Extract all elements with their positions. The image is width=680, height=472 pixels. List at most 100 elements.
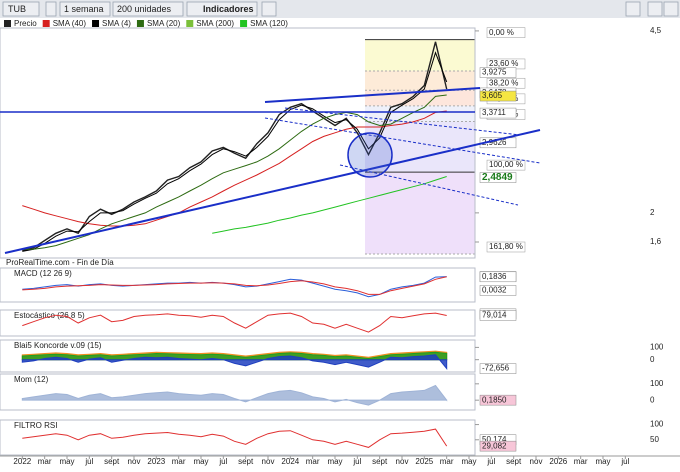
series-line — [22, 41, 448, 252]
period-box[interactable] — [59, 1, 111, 17]
price-tag: 3,9275 — [482, 68, 507, 77]
y-tick-label: 100 — [650, 342, 664, 351]
series-area — [21, 351, 448, 361]
fib-label-box — [486, 159, 526, 171]
panel-frame — [0, 419, 476, 456]
y-tick-label: 0 — [650, 355, 655, 364]
legend-swatch — [4, 20, 11, 27]
tool-button[interactable] — [647, 1, 663, 17]
legend-label: Precio — [14, 19, 37, 28]
fib-band — [365, 39, 475, 71]
units: 200 unidades — [117, 4, 172, 14]
legend-label: SMA (120) — [250, 19, 288, 28]
channel-line — [339, 164, 519, 206]
x-tick-label: 2023 — [147, 457, 165, 466]
symbol-box[interactable] — [2, 1, 40, 17]
trend-line — [4, 129, 541, 254]
x-tick-label: sept — [238, 457, 254, 466]
series-line — [212, 176, 447, 234]
price-tag: 79,014 — [482, 311, 507, 320]
x-tick-label: 2022 — [13, 457, 31, 466]
x-tick-label: may — [193, 457, 208, 466]
y-tick-label: 50 — [650, 435, 659, 444]
footer: ProRealTime.com - Fin de Día — [6, 258, 114, 267]
series-area — [21, 384, 448, 406]
price-tag-box — [479, 310, 517, 321]
indicators-button[interactable] — [186, 1, 258, 17]
tool-button[interactable] — [663, 1, 679, 17]
panel-title: Blai5 Koncorde v.09 (15) — [14, 341, 102, 350]
x-tick-label: jul — [486, 457, 495, 466]
x-tick-label: nov — [530, 457, 543, 466]
x-tick-label: may — [59, 457, 74, 466]
series-line — [22, 276, 447, 298]
x-tick-label: nov — [128, 457, 141, 466]
panel-frame — [0, 309, 476, 337]
series-line — [22, 51, 448, 252]
period: 1 semana — [64, 4, 104, 14]
x-tick-label: sept — [372, 457, 388, 466]
legend-label: SMA (200) — [196, 19, 234, 28]
legend-swatch — [92, 20, 100, 27]
drawings — [0, 87, 541, 254]
x-tick-label: jul — [84, 457, 93, 466]
price-tag-box — [479, 67, 517, 78]
x-tick-label: mar — [38, 457, 52, 466]
price-tag-box — [479, 271, 517, 283]
x-tick-label: mar — [440, 457, 454, 466]
x-tick-label: jul — [352, 457, 361, 466]
legend-swatch — [42, 20, 50, 27]
legend-label: SMA (4) — [102, 19, 131, 28]
price-tag: -72,656 — [482, 364, 510, 373]
x-tick-label: mar — [306, 457, 320, 466]
fib-label: 38,20 % — [489, 78, 518, 87]
fib-label-box — [486, 241, 526, 253]
panel-frame — [0, 373, 476, 411]
x-tick-label: may — [327, 457, 342, 466]
fib-band — [365, 70, 475, 91]
price-tag: 0,0032 — [482, 286, 507, 295]
fibonacci: 0,00 %23,60 %38,20 %50,00 %61,80 %100,00… — [365, 27, 526, 255]
panel-frame — [0, 27, 476, 259]
y-tick-label: 2 — [650, 208, 655, 217]
fib-label-box — [486, 27, 526, 38]
price-tag: 29,082 — [482, 441, 507, 450]
series-area — [21, 354, 448, 371]
x-tick-label: mar — [172, 457, 186, 466]
series-line — [22, 276, 447, 295]
highlight-circle — [347, 132, 393, 178]
series-line — [22, 428, 448, 448]
x-tick-label: sept — [104, 457, 120, 466]
price-tag-box — [479, 394, 517, 406]
tool-button[interactable] — [261, 1, 277, 17]
panel-frame — [0, 267, 476, 303]
y-tick-label: 100 — [650, 420, 664, 429]
price-tag: 0,1836 — [482, 272, 507, 281]
series-line — [22, 312, 447, 333]
channel-line — [264, 87, 481, 103]
price-tag-box — [479, 363, 517, 374]
price-tag-box — [479, 107, 517, 119]
y-tick-label: 1,6 — [650, 237, 662, 246]
panel-title: Mom (12) — [14, 375, 49, 384]
panel-frame — [0, 339, 476, 373]
tool-button[interactable] — [625, 1, 641, 17]
price-tag-box — [479, 440, 517, 452]
units-box[interactable] — [112, 1, 184, 17]
panel-title: MACD (12 26 9) — [14, 269, 72, 278]
price-tag: 2,9626 — [482, 138, 507, 147]
x-tick-label: mar — [574, 457, 588, 466]
channel-line — [264, 117, 541, 164]
y-tick-label: 100 — [650, 379, 664, 388]
plots: 2022 mar may jul sept nov 2023 mar may jul sept nov… — [0, 19, 664, 466]
price-tag: 0,1850 — [482, 395, 507, 404]
price-tag: 3,605 — [482, 91, 503, 100]
fib-label: 100,00 % — [489, 160, 523, 169]
d-button[interactable] — [45, 1, 57, 17]
panel-title: FILTRO RSI — [14, 421, 57, 430]
y-tick-label: 4,5 — [650, 26, 662, 35]
x-tick-label: jul — [620, 457, 629, 466]
x-tick-label: 2024 — [281, 457, 299, 466]
x-tick-label: may — [595, 457, 610, 466]
